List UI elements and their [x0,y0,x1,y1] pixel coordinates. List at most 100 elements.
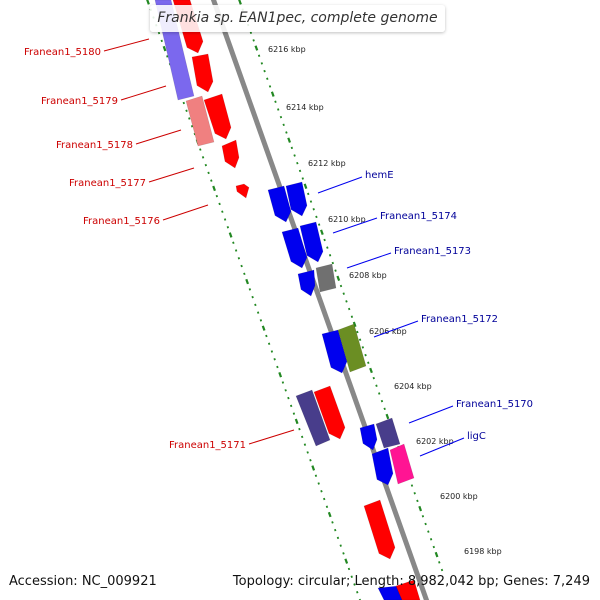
reverse-gene-label[interactable]: ligC [467,431,486,442]
tick-dot [215,194,219,198]
scale-tick-label: 6202 kbp [416,437,454,446]
tick-dot [350,315,354,318]
label-leader-line [162,204,209,221]
tick-dot [289,404,293,408]
tick-dot [309,458,312,462]
tick-dot [287,396,290,400]
label-leader-line [248,429,295,445]
tick-dot [424,522,427,526]
tick-dot [347,567,351,571]
tick-dot [238,0,242,5]
tick-dot [427,530,430,533]
gene-gray [315,263,337,293]
tick-dot [331,261,334,265]
tick-dot [285,131,288,134]
tick-dot [273,358,276,361]
gene-blue [299,221,324,263]
reverse-gene-label[interactable]: Franean1_5172 [421,314,498,325]
gene-pink [185,95,215,147]
scale-tick-label: 6214 kbp [286,103,324,112]
tick-dot [232,241,235,244]
tick-dot [188,117,191,120]
gene-blue [267,185,292,223]
tick-dot [146,0,150,5]
tick-dot [249,31,253,34]
tick-dot [270,91,275,97]
gene-red [313,385,346,440]
tick-dot [317,482,320,485]
reverse-gene-label[interactable]: Franean1_5174 [380,211,457,222]
tick-dot [190,125,194,128]
gene-labels-layer: Franean1_5180 Franean1_5179 Franean1_5178 F… [24,38,533,457]
tick-dot [328,254,332,257]
tick-dot [182,101,185,105]
forward-gene-label[interactable]: Franean1_5180 [24,47,101,58]
tick-dot [416,499,419,503]
gene-blue [371,447,394,486]
tick-dot [323,238,326,242]
tick-dot [385,413,390,420]
tick-dot [237,257,241,260]
tick-dot [432,545,435,549]
tick-dot [204,163,208,167]
tick-dot [380,399,384,403]
reverse-gene-label[interactable]: hemE [365,170,394,181]
tick-dot [342,552,345,555]
forward-gene-label[interactable]: Franean1_5177 [69,178,146,189]
label-leader-line [103,38,150,52]
tick-dot [339,284,343,288]
tick-dot [274,100,277,104]
tick-dot [218,202,221,206]
tick-dot [265,334,268,338]
forward-gene-label[interactable]: Franean1_5171 [169,440,246,451]
tick-dot [300,435,304,439]
tick-dot [421,515,425,518]
forward-gene-label[interactable]: Franean1_5178 [56,140,133,151]
tick-dot [278,372,283,378]
tick-dot [256,311,260,314]
reverse-gene-label[interactable]: Franean1_5170 [456,399,533,410]
tick-dot [326,246,329,249]
label-leader-line [346,252,392,269]
tick-dot [282,123,285,127]
tick-dot [160,39,163,43]
tick-dot [279,115,283,119]
tick-dot [292,412,296,415]
tick-dot [261,325,266,331]
tick-dot [257,54,261,57]
tick-dot [306,451,309,454]
tick-dot [339,544,342,547]
forward-gene-label[interactable]: Franean1_5176 [83,216,160,227]
tick-dot [353,583,356,586]
tick-dot [234,249,238,252]
title-panel: Frankia sp. EAN1pec, complete genome [150,5,445,32]
tick-dot [207,171,210,175]
forward-gene-label[interactable]: Franean1_5179 [41,96,118,107]
tick-dot [259,319,263,322]
scale-tick-label: 6212 kbp [308,159,346,168]
tick-dot [331,521,334,524]
tick-dot [344,558,349,564]
right-tick-rail [238,0,444,572]
tick-dot [375,384,378,388]
tick-dot [413,491,416,495]
tick-dot [252,39,255,42]
tick-dot [383,407,386,411]
tick-dot [296,161,299,165]
label-leader-line [317,176,363,194]
tick-dot [440,568,444,572]
tick-dot [314,474,318,477]
tick-dot [199,148,202,151]
tick-dot [245,278,249,285]
tick-dot [418,505,423,512]
gene-red-small [235,183,250,199]
tick-dot [303,183,308,189]
tick-dot [352,321,357,328]
reverse-gene-label[interactable]: Franean1_5173 [394,246,471,257]
tick-dot [298,427,301,431]
tick-dot [268,85,272,88]
tick-dot [226,225,230,229]
tick-dot [287,137,292,143]
gene-red [395,579,421,600]
tick-dot [311,465,316,471]
